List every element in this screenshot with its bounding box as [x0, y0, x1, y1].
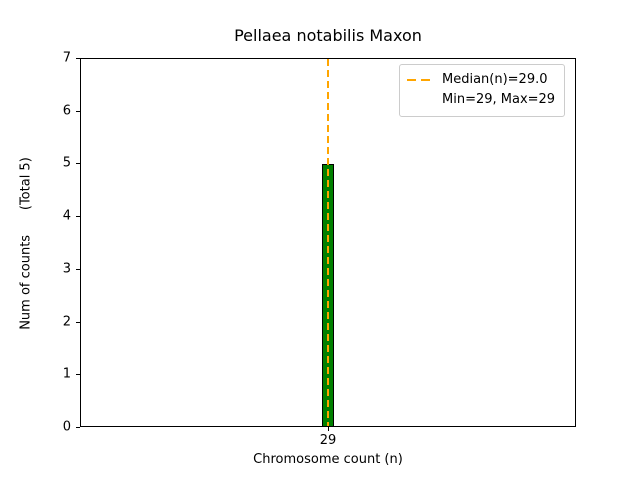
- legend-median-label: Median(n)=29.0: [442, 72, 548, 87]
- x-tick-label: 29: [319, 433, 337, 448]
- median-dashed-line-swatch: [407, 79, 434, 81]
- y-tick-mark: [76, 374, 80, 376]
- y-tick-mark: [76, 58, 80, 59]
- median-line: [327, 59, 329, 426]
- y-tick-label: 0: [62, 419, 71, 435]
- y-tick-mark: [76, 216, 80, 218]
- y-tick-label: 7: [62, 50, 71, 66]
- y-tick-label: 3: [62, 261, 71, 277]
- y-tick-mark: [76, 110, 80, 112]
- x-tick-mark: [328, 427, 329, 431]
- legend-blank-swatch: [407, 99, 434, 101]
- chart-title: Pellaea notabilis Maxon: [234, 26, 422, 45]
- y-tick-label: 2: [62, 314, 71, 330]
- y-tick-label: 4: [62, 208, 71, 224]
- x-axis-label: Chromosome count (n): [253, 452, 403, 467]
- legend-row-median: Median(n)=29.0: [407, 70, 555, 90]
- legend: Median(n)=29.0 Min=29, Max=29: [399, 64, 566, 117]
- y-tick-label: 1: [62, 366, 71, 382]
- y-tick-mark: [76, 321, 80, 323]
- y-tick-mark: [76, 268, 80, 270]
- y-tick-mark: [76, 163, 80, 165]
- legend-row-minmax: Min=29, Max=29: [407, 90, 555, 110]
- y-tick-label: 5: [62, 155, 71, 171]
- plot-area: [80, 58, 576, 427]
- y-tick-mark: [76, 427, 80, 428]
- legend-minmax-label: Min=29, Max=29: [442, 92, 556, 107]
- y-tick-label: 6: [62, 103, 71, 119]
